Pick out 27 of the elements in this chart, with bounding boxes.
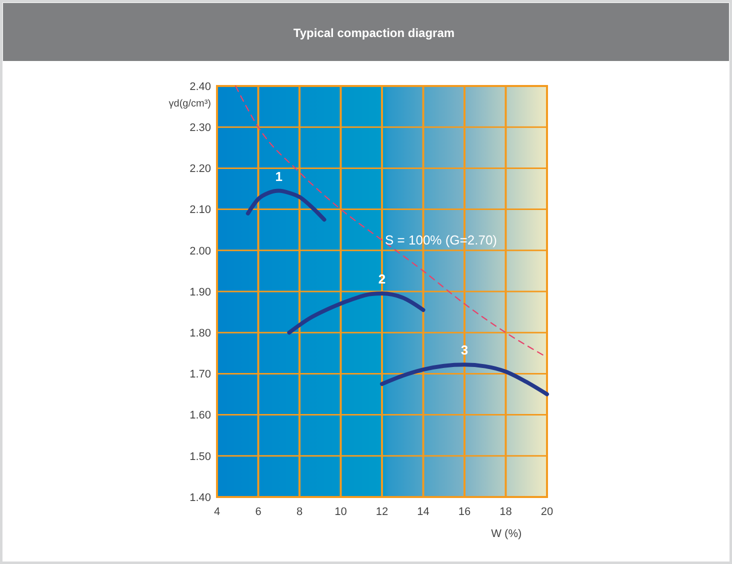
- x-tick-label: 20: [540, 506, 554, 518]
- x-tick-label: 12: [376, 506, 388, 518]
- y-tick-label: 2.30: [190, 122, 211, 134]
- x-axis-title: W (%): [491, 528, 522, 540]
- y-tick-label: 2.00: [190, 245, 211, 258]
- x-tick-label: 18: [500, 506, 512, 518]
- line-series: [287, 292, 426, 335]
- x-tick-label: 4: [214, 506, 220, 518]
- y-axis-title: γd(g/cm³): [168, 98, 211, 110]
- x-tick-label: 6: [255, 506, 262, 518]
- x-tick-label: 14: [417, 506, 430, 518]
- y-tick-label: 2.20: [190, 163, 211, 176]
- x-tick-label: 8: [296, 506, 303, 518]
- y-tick-label: 1.80: [190, 327, 211, 340]
- line-series: [246, 188, 326, 222]
- y-tick-label: 1.70: [190, 368, 211, 381]
- y-tick-label: 1.40: [190, 492, 211, 504]
- y-tick-label: 2.10: [190, 204, 211, 216]
- y-tick-label: 2.40: [190, 80, 211, 93]
- y-tick-label: 1.60: [190, 410, 211, 422]
- y-tick-label: 1.90: [190, 286, 211, 298]
- x-tick-label: 16: [458, 506, 471, 518]
- line-series: [380, 362, 549, 396]
- series-label: 1: [275, 168, 282, 184]
- chart-title: Typical compaction diagram: [293, 26, 455, 40]
- x-tick-label: 10: [334, 506, 347, 518]
- y-tick-label: 1.50: [190, 450, 211, 463]
